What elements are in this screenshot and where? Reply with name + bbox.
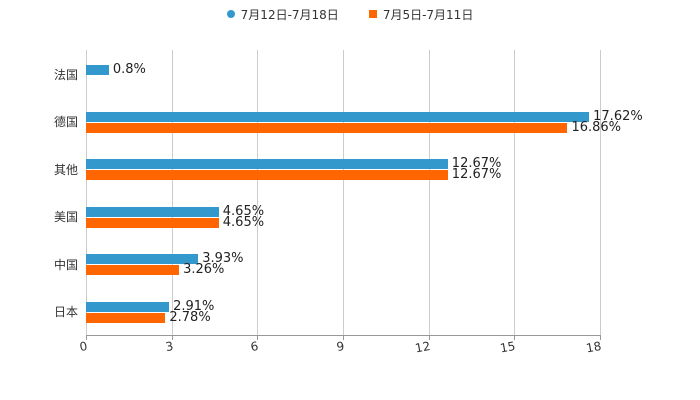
bar-week-jul5-11[interactable] xyxy=(86,217,219,228)
x-tick xyxy=(257,335,259,340)
x-tick xyxy=(171,335,173,340)
gridline xyxy=(171,50,173,335)
gridline xyxy=(343,50,344,335)
x-tick xyxy=(514,335,516,340)
x-tick xyxy=(600,335,601,340)
bar-week-jul5-11[interactable] xyxy=(86,312,166,323)
category-label: 中国 xyxy=(53,257,78,272)
bar-week-jul5-11[interactable] xyxy=(86,122,568,133)
x-tick-label: 12 xyxy=(413,339,432,356)
x-tick-label: 6 xyxy=(249,339,260,355)
bar-value-label: 12.67% xyxy=(451,167,502,183)
x-tick-label: 3 xyxy=(164,339,175,355)
bar-week-jul12-18[interactable] xyxy=(86,254,199,265)
bar-value-label: 16.86% xyxy=(571,119,622,135)
bar-value-label: 0.8% xyxy=(112,61,146,77)
category-label: 法国 xyxy=(53,67,78,82)
legend-circle-icon xyxy=(226,10,235,18)
x-tick-label: 0 xyxy=(78,339,89,355)
bar-week-jul5-11[interactable] xyxy=(86,265,180,276)
category-label: 其他 xyxy=(53,162,78,177)
category-label: 德国 xyxy=(53,115,78,130)
bar-week-jul12-18[interactable] xyxy=(86,111,590,122)
x-tick-label: 9 xyxy=(335,339,346,355)
legend-item-series-2[interactable]: 7月5日-7月11日 xyxy=(368,6,474,23)
bar-value-label: 3.93% xyxy=(202,251,244,267)
category-label: 美国 xyxy=(53,210,78,225)
bar-value-label: 17.62% xyxy=(593,108,643,124)
bar-value-label: 3.26% xyxy=(183,262,225,278)
bar-value-label: 2.78% xyxy=(169,309,211,325)
x-tick-label: 15 xyxy=(499,339,517,356)
gridline xyxy=(514,50,516,335)
bar-value-label: 4.65% xyxy=(222,203,265,219)
bar-week-jul5-11[interactable] xyxy=(86,170,448,181)
bar-value-label: 2.91% xyxy=(173,298,215,314)
x-tick xyxy=(428,335,430,340)
gridline xyxy=(257,50,259,335)
legend-square-icon xyxy=(368,10,377,18)
bar-week-jul12-18[interactable] xyxy=(86,206,219,217)
gridline xyxy=(86,50,87,335)
category-label: 日本 xyxy=(53,305,78,320)
gridline xyxy=(428,50,430,335)
legend-item-series-1[interactable]: 7月12日-7月18日 xyxy=(226,6,339,23)
x-tick xyxy=(343,335,344,340)
bar-week-jul12-18[interactable] xyxy=(86,301,170,312)
bar-week-jul12-18[interactable] xyxy=(86,159,448,170)
legend-label: 7月5日-7月11日 xyxy=(382,7,474,22)
chart-legend: 7月12日-7月18日 7月5日-7月11日 xyxy=(0,4,700,24)
gridline xyxy=(600,50,601,335)
bar-value-label: 4.65% xyxy=(222,214,265,230)
x-tick xyxy=(86,335,87,340)
bar-week-jul12-18[interactable] xyxy=(86,64,109,75)
x-tick-label: 18 xyxy=(584,339,603,356)
legend-label: 7月12日-7月18日 xyxy=(240,7,339,22)
x-axis xyxy=(86,335,600,336)
bar-value-label: 12.67% xyxy=(451,156,502,172)
